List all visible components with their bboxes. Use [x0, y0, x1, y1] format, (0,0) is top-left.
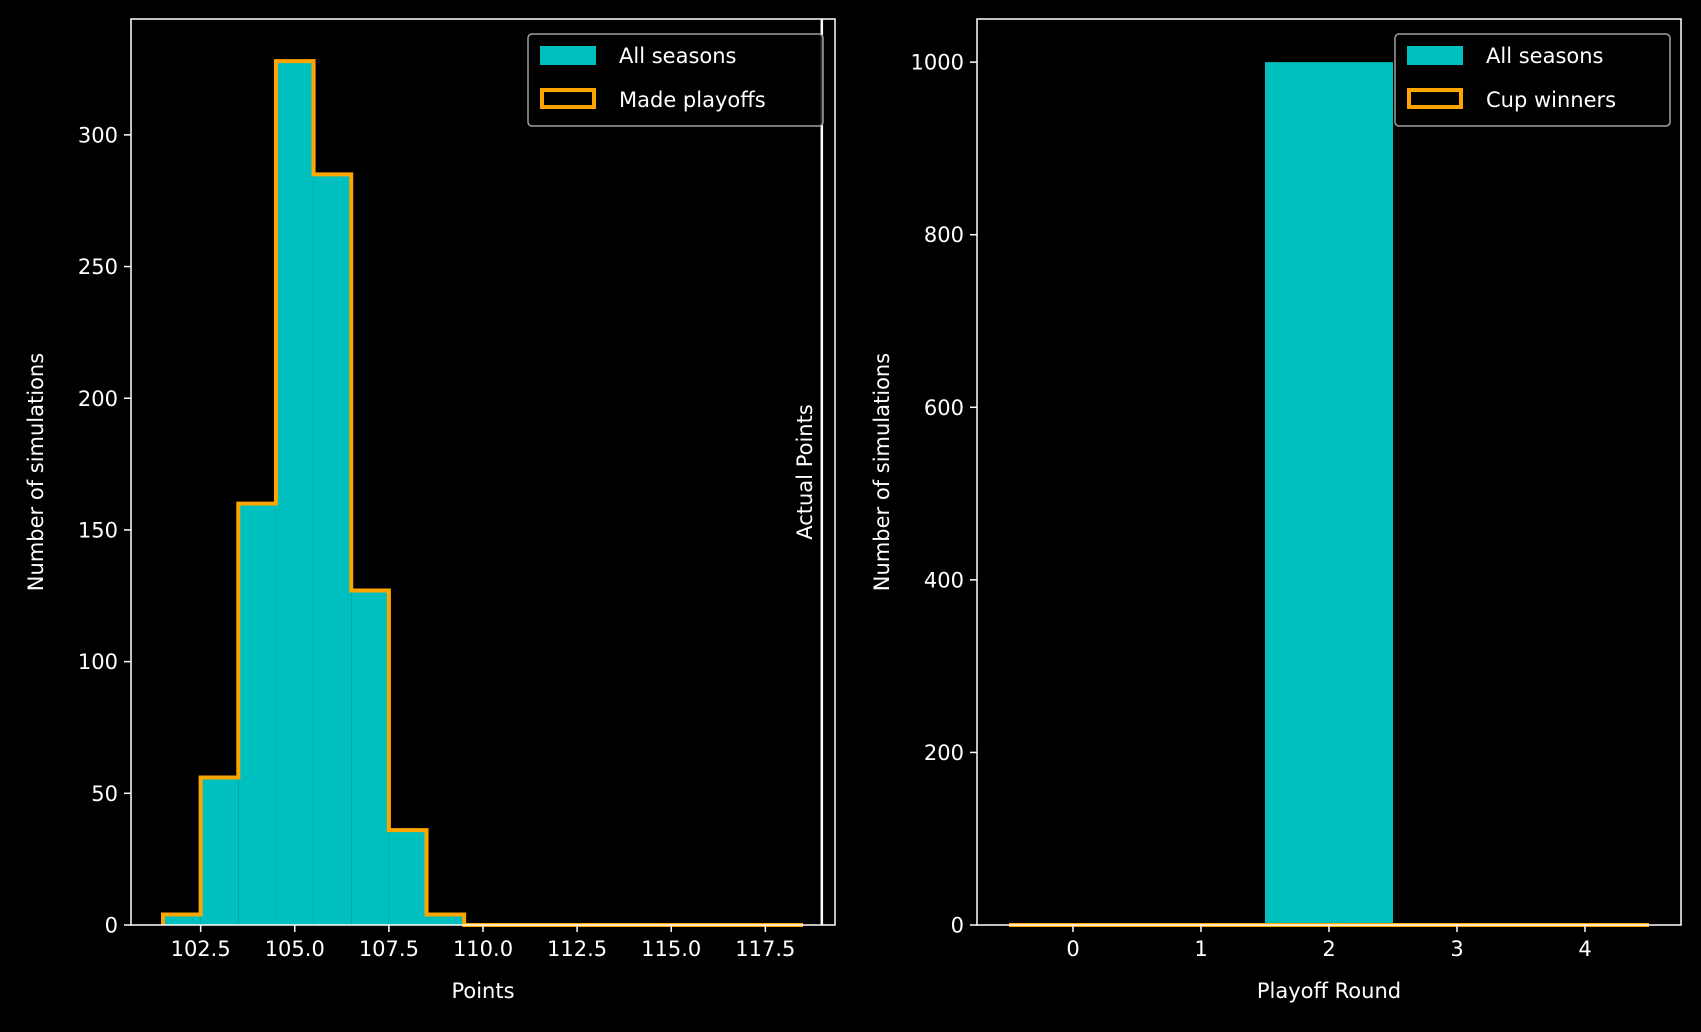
x-tick-label: 117.5 — [735, 937, 795, 961]
chart-playoff-round-histogram: 0 1 2 3 4 0 200 400 600 800 1000 Playoff Round Nu… — [870, 18, 1682, 1003]
histogram-bar — [313, 174, 352, 926]
y-tick-label: 0 — [105, 914, 118, 938]
y-tick-label: 300 — [78, 123, 118, 147]
x-tick-label: 107.5 — [359, 937, 419, 961]
legend-label: All seasons — [619, 44, 736, 68]
legend-label: Made playoffs — [619, 88, 766, 112]
y-axis-ticks: 0 50 100 150 200 250 300 — [78, 123, 131, 938]
y-tick-label: 1000 — [911, 51, 964, 75]
legend: All seasons Made playoffs — [527, 33, 824, 127]
histogram-bar — [163, 914, 201, 925]
y-tick-label: 200 — [924, 741, 964, 765]
y-tick-label: 600 — [924, 396, 964, 420]
x-tick-label: 112.5 — [547, 937, 607, 961]
y-tick-label: 200 — [78, 387, 118, 411]
legend-swatch-outline — [540, 88, 596, 109]
legend-box — [527, 33, 824, 127]
legend: All seasons Cup winners — [1394, 33, 1671, 127]
y-tick-label: 250 — [78, 255, 118, 279]
x-tick-label: 4 — [1578, 937, 1591, 961]
y-axis-label: Number of simulations — [24, 353, 48, 591]
legend-swatch-outline — [1407, 88, 1463, 109]
y-tick-label: 0 — [951, 914, 964, 938]
x-tick-label: 105.0 — [265, 937, 325, 961]
x-tick-label: 110.0 — [453, 937, 513, 961]
histogram-bar — [1265, 62, 1393, 925]
reference-line-label: Actual Points — [793, 404, 817, 540]
x-axis-ticks: 102.5 105.0 107.5 110.0 112.5 115.0 117.5 — [171, 925, 795, 961]
y-tick-label: 400 — [924, 568, 964, 592]
histogram-bar — [200, 777, 239, 925]
histogram-bars — [163, 61, 465, 926]
histogram-bars — [1265, 62, 1393, 925]
x-axis-ticks: 0 1 2 3 4 — [1066, 925, 1592, 961]
x-tick-label: 1 — [1194, 937, 1207, 961]
x-tick-label: 3 — [1450, 937, 1463, 961]
histogram-bar — [351, 590, 389, 925]
y-tick-label: 50 — [91, 782, 118, 806]
histogram-bar — [275, 61, 314, 926]
legend-box — [1394, 33, 1671, 127]
legend-swatch-filled — [540, 46, 596, 65]
x-axis-label: Playoff Round — [1257, 979, 1401, 1003]
x-tick-label: 115.0 — [641, 937, 701, 961]
histogram-bar — [388, 830, 427, 925]
y-tick-label: 800 — [924, 223, 964, 247]
x-axis-label: Points — [451, 979, 514, 1003]
x-tick-label: 2 — [1322, 937, 1335, 961]
histogram-bar — [238, 503, 276, 925]
legend-label: Cup winners — [1486, 88, 1616, 112]
x-tick-label: 102.5 — [171, 937, 231, 961]
chart-points-histogram: Actual Points 102.5 105.0 107.5 110.0 112.5 1… — [24, 18, 836, 1003]
y-axis-label: Number of simulations — [870, 353, 894, 591]
legend-swatch-filled — [1407, 46, 1463, 65]
y-axis-ticks: 0 200 400 600 800 1000 — [911, 51, 977, 938]
legend-label: All seasons — [1486, 44, 1603, 68]
y-tick-label: 150 — [78, 518, 118, 542]
y-tick-label: 100 — [78, 650, 118, 674]
x-tick-label: 0 — [1066, 937, 1079, 961]
histogram-bar — [426, 914, 465, 925]
